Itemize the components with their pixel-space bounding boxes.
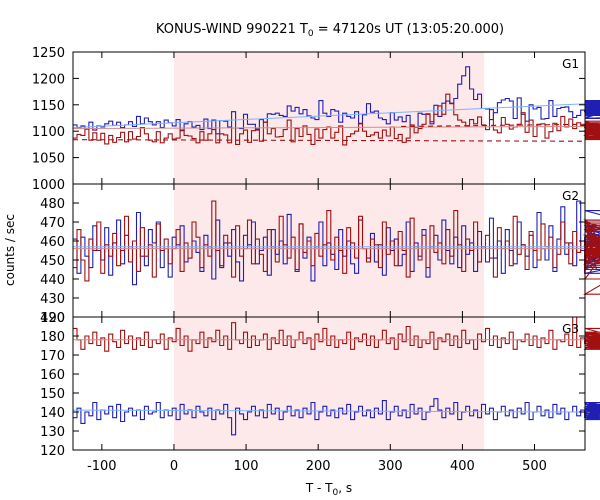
y-tick-label: 430: [40, 292, 65, 307]
series-red-g2: [73, 200, 600, 295]
y-tick-label: 480: [40, 197, 65, 212]
series-red-g3: [73, 316, 600, 352]
y-tick-label: 1050: [32, 152, 65, 167]
y-tick-label: 460: [40, 235, 65, 250]
x-axis: -100 0 100 200 300 400 500: [87, 459, 547, 474]
y-tick-label: 180: [40, 330, 65, 345]
y-tick-label: 450: [40, 254, 65, 269]
y-tick-label: 170: [40, 349, 65, 364]
y-tick-label: 190: [40, 311, 65, 326]
x-tick-label: 200: [306, 459, 331, 474]
y-tick-label: 420: [40, 311, 65, 326]
y-tick-label: 1250: [32, 46, 65, 61]
y-tick-label: 1000: [32, 178, 65, 193]
highlight-region: [173, 317, 485, 450]
y-tick-label: 470: [40, 216, 65, 231]
y-tick-label: 140: [40, 406, 65, 421]
panel-g2: 420 430 440 450 460 470 480 G2: [40, 183, 600, 326]
x-tick-label: 300: [378, 459, 403, 474]
x-tick-label: 400: [450, 459, 475, 474]
fit-line-2: [72, 125, 586, 130]
y-tick-label: 150: [40, 387, 65, 402]
panel-label: G2: [562, 189, 579, 203]
x-tick-label: -100: [87, 459, 117, 474]
x-axis-label: T - T0, s: [305, 481, 352, 498]
panel-label: G3: [562, 322, 579, 336]
x-tick-label: 500: [522, 459, 547, 474]
fit-line-4: [401, 123, 586, 127]
panel-label: G1: [562, 57, 579, 71]
y-tick-label: 1100: [32, 125, 65, 140]
x-tick-label: 100: [234, 459, 259, 474]
y-tick-label: 1150: [32, 99, 65, 114]
y-tick-label: 440: [40, 273, 65, 288]
chart-title: KONUS-WIND 990221 T0 = 47120s UT (13:05:…: [156, 22, 504, 39]
y-tick-label: 120: [40, 444, 65, 459]
panel-g1: 1000 1050 1100 1150 1200 1250 G1: [32, 46, 600, 193]
panel-g3: 120 130 140 150 160 170 180 190 G3: [40, 311, 600, 459]
panel-frame: [72, 316, 586, 451]
y-tick-label: 1200: [32, 72, 65, 87]
series-red-g1: [73, 93, 600, 146]
fit-line-1: [72, 409, 586, 413]
y-axis-label: counts / sec: [3, 214, 17, 286]
highlight-region: [173, 52, 485, 184]
panels: 100010501100115012001250G142043044045046…: [32, 46, 600, 474]
y-tick-label: 130: [40, 425, 65, 440]
y-tick-label: 160: [40, 368, 65, 383]
highlight-region: [173, 184, 485, 317]
fit-line-1: [72, 103, 586, 129]
fit-line-3: [72, 139, 586, 142]
x-tick-label: 0: [170, 459, 178, 474]
